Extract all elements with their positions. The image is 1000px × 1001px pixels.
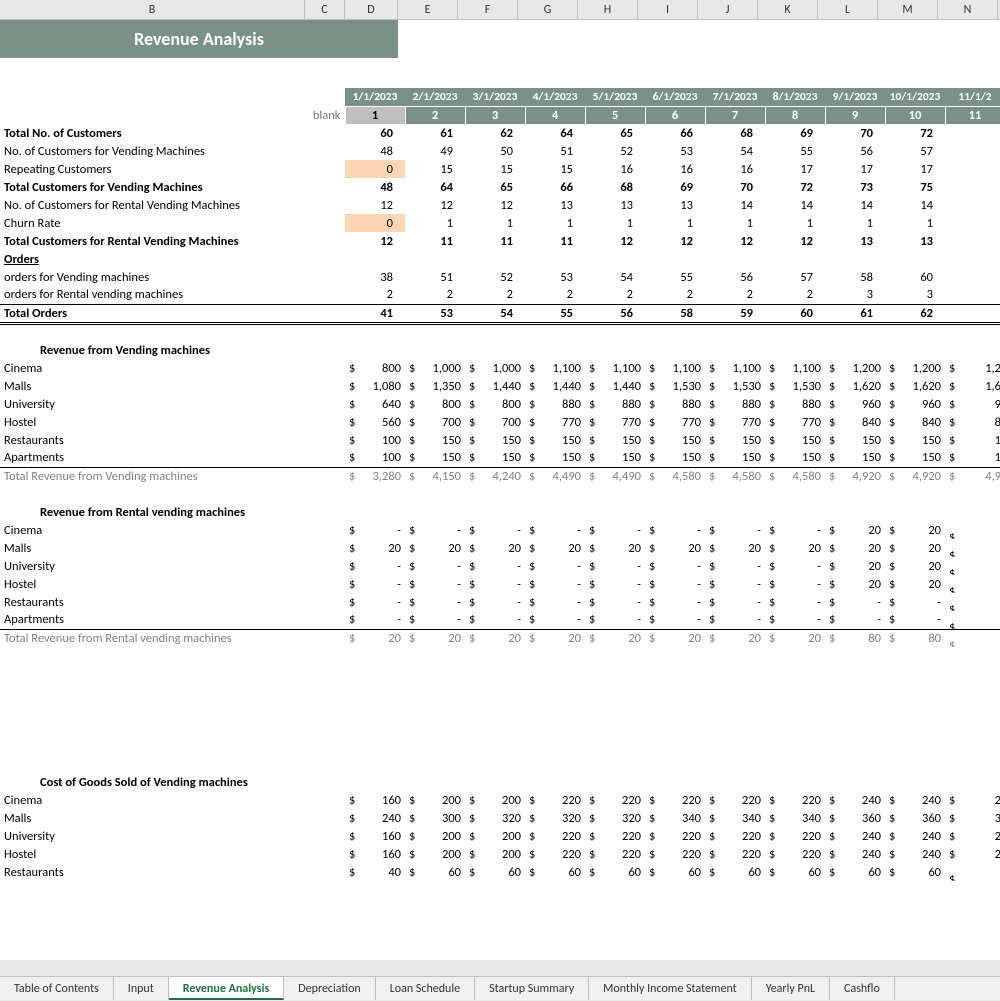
col-header-D[interactable]: D — [345, 0, 398, 19]
column-headers: BCDEFGHIJKLMN — [0, 0, 1000, 20]
period-header-row: blank1234567891011 — [0, 106, 1000, 124]
date-header-row: 1/1/20232/1/20233/1/20234/1/20235/1/2023… — [0, 88, 1000, 106]
col-header-L[interactable]: L — [818, 0, 878, 19]
rev-rental-total: Total Revenue from Rental vending machin… — [0, 629, 1000, 647]
table-row: No. of Customers for Rental Vending Mach… — [0, 196, 1000, 214]
col-header-K[interactable]: K — [758, 0, 818, 19]
sheet-tab-input[interactable]: Input — [114, 977, 169, 1000]
sheet-tab-cashflo[interactable]: Cashflo — [830, 977, 895, 1000]
table-row: Repeating Customers0151515161616171717 — [0, 160, 1000, 178]
table-row: Apartments$100$150$150$150$150$150$150$1… — [0, 449, 1000, 467]
rev-vending-total: Total Revenue from Vending machines$3,28… — [0, 467, 1000, 485]
total-orders-row: Total Orders41535455565859606162 — [0, 304, 1000, 323]
table-row: orders for Vending machines3851525354555… — [0, 268, 1000, 286]
col-header-C[interactable]: C — [305, 0, 345, 19]
col-header-N[interactable]: N — [938, 0, 998, 19]
sheet-tab-loan-schedule[interactable]: Loan Schedule — [376, 977, 475, 1000]
col-header-J[interactable]: J — [698, 0, 758, 19]
revenue-table: 1/1/20232/1/20233/1/20234/1/20235/1/2023… — [0, 88, 1000, 881]
table-row: Total Customers for Vending Machines4864… — [0, 178, 1000, 196]
table-row: University$160$200$200$220$220$220$220$2… — [0, 827, 1000, 845]
col-header-G[interactable]: G — [518, 0, 578, 19]
table-row: Cinema$160$200$200$220$220$220$220$220$2… — [0, 791, 1000, 809]
table-row: Malls$240$300$320$320$320$340$340$340$36… — [0, 809, 1000, 827]
spreadsheet-body: Revenue Analysis 1/1/20232/1/20233/1/202… — [0, 20, 1000, 960]
table-row: No. of Customers for Vending Machines484… — [0, 142, 1000, 160]
page-title: Revenue Analysis — [0, 20, 398, 58]
table-row: Malls$20$20$20$20$20$20$20$20$20$20$ — [0, 539, 1000, 557]
sheet-tab-depreciation[interactable]: Depreciation — [284, 977, 375, 1000]
sheet-tab-revenue-analysis[interactable]: Revenue Analysis — [169, 977, 285, 1000]
table-row: Malls$1,080$1,350$1,440$1,440$1,440$1,53… — [0, 377, 1000, 395]
col-header-F[interactable]: F — [458, 0, 518, 19]
table-row: Hostel$-$-$-$-$-$-$-$-$20$20$ — [0, 575, 1000, 593]
sheet-tab-table-of-contents[interactable]: Table of Contents — [0, 977, 114, 1000]
table-row: Cinema$800$1,000$1,000$1,100$1,100$1,100… — [0, 359, 1000, 377]
table-row: Churn Rate0111111111 — [0, 214, 1000, 232]
col-header-B[interactable]: B — [0, 0, 305, 19]
col-header-I[interactable]: I — [638, 0, 698, 19]
col-header-H[interactable]: H — [578, 0, 638, 19]
cogs-header: Cost of Goods Sold of Vending machines — [0, 773, 1000, 791]
table-row: Total No. of Customers606162646566686970… — [0, 124, 1000, 142]
table-row: Restaurants$40$60$60$60$60$60$60$60$60$6… — [0, 863, 1000, 881]
sheet-tab-yearly-pnl[interactable]: Yearly PnL — [752, 977, 830, 1000]
table-row: Restaurants$-$-$-$-$-$-$-$-$-$-$ — [0, 593, 1000, 611]
table-row: University$-$-$-$-$-$-$-$-$20$20$ — [0, 557, 1000, 575]
table-row: University$640$800$800$880$880$880$880$8… — [0, 395, 1000, 413]
table-row: Hostel$560$700$700$770$770$770$770$770$8… — [0, 413, 1000, 431]
sheet-tabs: Table of ContentsInputRevenue AnalysisDe… — [0, 976, 1000, 1000]
col-header-E[interactable]: E — [398, 0, 458, 19]
sheet-tab-startup-summary[interactable]: Startup Summary — [475, 977, 589, 1000]
table-row: orders for Rental vending machines222222… — [0, 286, 1000, 304]
table-row: Apartments$-$-$-$-$-$-$-$-$-$-$ — [0, 611, 1000, 629]
table-row: Total Customers for Rental Vending Machi… — [0, 232, 1000, 250]
table-row: Cinema$-$-$-$-$-$-$-$-$20$20$ — [0, 521, 1000, 539]
orders-header: Orders — [0, 250, 1000, 268]
rev-rental-header: Revenue from Rental vending machines — [0, 503, 1000, 521]
rev-vending-header: Revenue from Vending machines — [0, 341, 1000, 359]
sheet-tab-monthly-income-statement[interactable]: Monthly Income Statement — [589, 977, 752, 1000]
table-row: Restaurants$100$150$150$150$150$150$150$… — [0, 431, 1000, 449]
col-header-M[interactable]: M — [878, 0, 938, 19]
table-row: Hostel$160$200$200$220$220$220$220$220$2… — [0, 845, 1000, 863]
